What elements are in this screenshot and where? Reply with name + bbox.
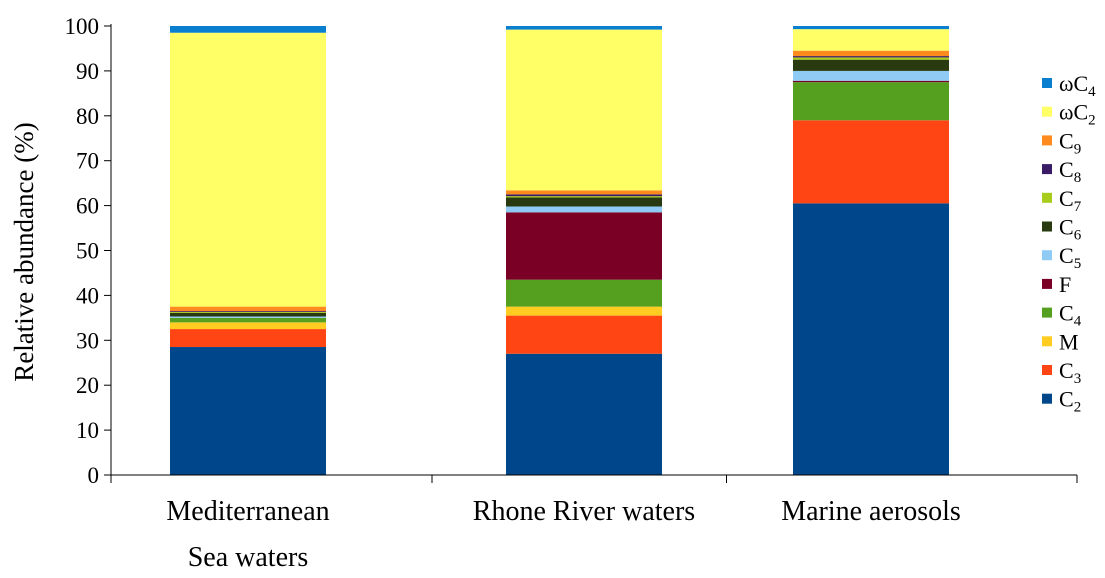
bar-segment-1-6 <box>506 197 662 207</box>
legend-swatch <box>1042 78 1052 88</box>
y-tick-label: 10 <box>76 418 99 443</box>
bars-layer <box>170 26 949 476</box>
legend-swatch <box>1042 365 1052 375</box>
bar-segment-0-8 <box>170 311 326 313</box>
legend-swatch <box>1042 250 1052 261</box>
legend-label: C6 <box>1059 215 1082 244</box>
bar-segment-2-4 <box>793 80 949 83</box>
y-tick-label: 50 <box>76 239 99 264</box>
bar-segment-0-0 <box>170 347 326 475</box>
bar-segment-1-0 <box>506 353 662 475</box>
bar-segment-0-3 <box>170 317 326 323</box>
legend-swatch <box>1042 106 1052 117</box>
y-tick-label: 90 <box>76 59 99 84</box>
legend-label: C7 <box>1059 186 1082 215</box>
bar-segment-2-7 <box>793 57 949 60</box>
bar-segment-0-5 <box>170 316 326 318</box>
bar-segment-1-7 <box>506 196 662 198</box>
bar-segment-0-11 <box>170 26 326 33</box>
bar-segment-0-9 <box>170 306 326 312</box>
bar-segment-1-11 <box>506 26 662 30</box>
legend-label: M <box>1059 329 1079 354</box>
x-category-label: Marine aerosols <box>781 496 961 527</box>
bar-segment-2-3 <box>793 82 949 121</box>
bar-segment-2-0 <box>793 203 949 476</box>
legend-swatch <box>1042 336 1052 347</box>
legend-swatch <box>1042 307 1052 318</box>
y-tick-label: 20 <box>76 373 99 398</box>
bar-segment-0-7 <box>170 312 326 313</box>
legend-label: ωC2 <box>1059 100 1096 129</box>
bar-segment-1-5 <box>506 206 662 213</box>
y-tick-label: 40 <box>76 283 99 308</box>
y-tick-label: 70 <box>76 149 99 174</box>
axes-layer: 0 10 20 30 40 50 60 70 80 90 100 Mediterranean Sea w… <box>65 14 1078 573</box>
bar-segment-0-1 <box>170 329 326 348</box>
legend-label: ωC4 <box>1059 71 1096 100</box>
bar-segment-2-8 <box>793 56 949 58</box>
bar-segment-2-1 <box>793 120 949 204</box>
legend-label: C8 <box>1059 157 1081 186</box>
y-tick-label: 30 <box>76 328 99 353</box>
y-tick-label: 60 <box>76 194 99 219</box>
bar-segment-2-9 <box>793 50 949 57</box>
bar-segment-0-2 <box>170 322 326 330</box>
legend-swatch <box>1042 221 1052 232</box>
bar-segment-2-6 <box>793 59 949 71</box>
bar-segment-1-1 <box>506 315 662 354</box>
legend-label: C9 <box>1059 128 1081 157</box>
bar-segment-1-9 <box>506 190 662 195</box>
y-axis-label: Relative abundance (%) <box>9 122 39 381</box>
x-category-label: Sea waters <box>188 542 309 573</box>
y-tick-label: 0 <box>88 463 100 488</box>
bar-segment-1-2 <box>506 306 662 316</box>
legend-label: C2 <box>1059 387 1081 416</box>
legend-swatch <box>1042 393 1052 404</box>
legend-swatch <box>1042 192 1052 203</box>
legend-label: F <box>1059 272 1071 297</box>
legend-swatch <box>1042 135 1052 146</box>
bar-segment-2-11 <box>793 26 949 30</box>
bar-segment-1-4 <box>506 212 662 280</box>
x-category-label: Mediterranean <box>166 496 329 527</box>
bar-segment-2-5 <box>793 70 949 81</box>
legend-label: C3 <box>1059 358 1081 387</box>
bar-segment-2-10 <box>793 29 949 51</box>
x-category-label: Rhone River waters <box>473 496 695 527</box>
bar-segment-1-8 <box>506 194 662 197</box>
bar-segment-1-10 <box>506 29 662 191</box>
y-tick-label: 100 <box>65 14 100 39</box>
legend-label: C5 <box>1059 243 1081 272</box>
legend-swatch <box>1042 164 1052 175</box>
legend-swatch <box>1042 278 1052 289</box>
bar-segment-1-3 <box>506 279 662 307</box>
bar-segment-0-6 <box>170 312 326 317</box>
bar-segment-0-10 <box>170 32 326 307</box>
y-tick-label: 80 <box>76 104 99 129</box>
legend-label: C4 <box>1059 301 1082 330</box>
